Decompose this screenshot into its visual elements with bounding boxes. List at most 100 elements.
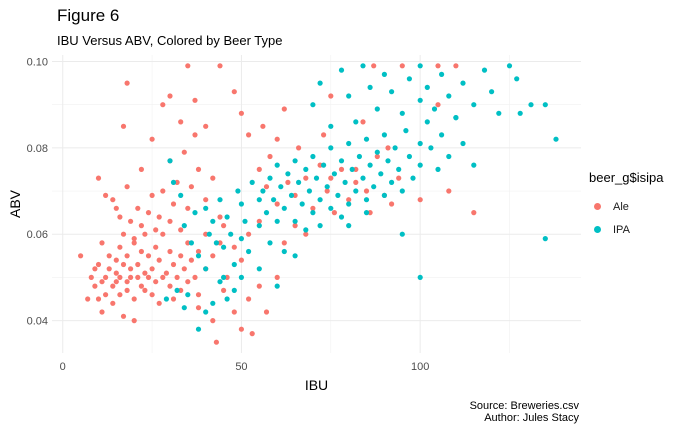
ale-point	[174, 179, 180, 185]
legend-key-ipa	[589, 222, 605, 238]
ipa-point	[324, 184, 330, 190]
ale-point	[131, 240, 137, 246]
ale-point	[328, 175, 334, 181]
ale-point	[124, 253, 130, 259]
ipa-point	[310, 153, 316, 160]
ale-point	[142, 231, 148, 237]
ipa-point	[489, 89, 495, 95]
ipa-point	[267, 240, 273, 246]
ale-point	[203, 231, 209, 237]
legend-label-ipa: IPA	[613, 223, 630, 236]
ale-point	[131, 318, 137, 324]
ale-point	[195, 292, 202, 298]
ale-point	[363, 188, 370, 194]
caption: Source: Breweries.csv Author: Jules Stac…	[470, 400, 579, 424]
ale-point	[292, 192, 298, 198]
ipa-point	[310, 210, 316, 216]
ipa-point	[360, 175, 366, 181]
ale-point	[185, 205, 191, 211]
ipa-point	[174, 287, 180, 293]
ipa-point	[181, 223, 187, 229]
ale-point	[131, 296, 137, 302]
y-tick-label: 0.10	[27, 56, 48, 68]
ale-point	[138, 223, 144, 229]
ale-point	[249, 331, 255, 337]
ale-point	[210, 175, 216, 181]
ipa-point	[310, 102, 316, 108]
y-axis-title: ABV	[7, 189, 23, 218]
ipa-point	[274, 283, 280, 289]
ipa-point	[203, 205, 209, 211]
ipa-point	[256, 266, 262, 272]
ale-point	[181, 266, 187, 272]
ipa-point	[553, 136, 559, 142]
ipa-point	[303, 227, 309, 233]
ale-point	[371, 63, 377, 69]
ipa-point	[213, 240, 219, 246]
ale-point	[360, 119, 366, 125]
ale-point	[110, 283, 116, 289]
ale-point	[117, 274, 123, 280]
ipa-point	[217, 197, 223, 203]
ipa-point	[299, 201, 305, 207]
ipa-point	[267, 175, 273, 181]
ipa-point	[439, 132, 445, 138]
ale-point	[163, 270, 169, 276]
ale-point	[149, 192, 155, 198]
ale-point	[274, 136, 280, 142]
ale-point	[92, 283, 98, 289]
x-tick-label: 50	[235, 361, 247, 373]
ale-point	[128, 274, 134, 280]
ipa-point	[306, 188, 312, 194]
ale-point	[213, 339, 219, 345]
ipa-point	[281, 248, 287, 255]
ipa-point	[542, 102, 548, 108]
ipa-point	[410, 175, 416, 181]
ipa-point	[406, 76, 412, 82]
ale-point	[153, 227, 159, 233]
ipa-point	[188, 240, 194, 246]
x-tick-label: 100	[411, 361, 429, 373]
ale-point	[160, 274, 166, 280]
ipa-point	[389, 89, 395, 95]
ale-point	[435, 102, 441, 108]
ale-point	[174, 274, 180, 280]
ale-point	[106, 266, 112, 272]
ale-point	[328, 93, 334, 99]
legend-title: beer_g$isipa	[589, 170, 664, 185]
ipa-point	[338, 158, 345, 164]
ipa-point	[303, 166, 309, 172]
ale-point	[113, 257, 119, 263]
ipa-point	[238, 201, 244, 207]
ale-point	[135, 205, 141, 211]
ipa-point	[210, 218, 216, 224]
ale-point	[178, 287, 184, 293]
ipa-point	[424, 119, 430, 125]
ale-point	[195, 166, 202, 172]
ale-point	[145, 253, 152, 259]
ale-point	[95, 296, 102, 302]
legend-item-ale: Ale	[589, 195, 663, 218]
ipa-point	[238, 236, 244, 242]
ale-point	[338, 166, 345, 172]
ipa-point	[321, 162, 327, 168]
ipa-point	[328, 145, 334, 151]
ipa-point	[349, 166, 355, 172]
ale-point	[135, 274, 141, 280]
ale-point	[103, 292, 109, 298]
ipa-point	[542, 236, 548, 242]
ipa-point	[399, 231, 405, 237]
ipa-point	[403, 128, 409, 134]
ale-point	[303, 231, 309, 237]
ipa-point	[203, 266, 209, 272]
ale-point	[85, 296, 91, 302]
ale-point	[120, 231, 127, 237]
y-tick-label: 0.04	[27, 316, 48, 328]
ale-point	[124, 279, 130, 285]
ale-point	[160, 188, 166, 194]
ale-point	[396, 175, 402, 181]
ipa-point	[471, 162, 477, 168]
ipa-point	[374, 149, 380, 155]
ale-point	[95, 175, 102, 181]
ipa-point	[356, 153, 362, 160]
